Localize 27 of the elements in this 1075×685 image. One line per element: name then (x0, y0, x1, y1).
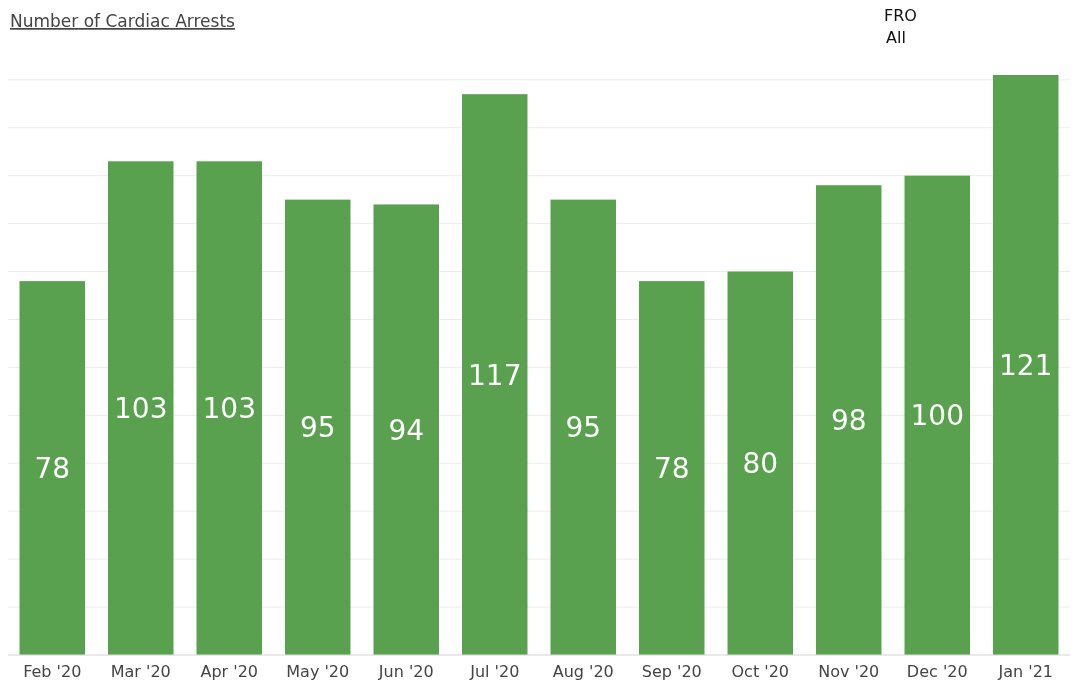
data-label: 98 (830, 404, 867, 438)
x-tick-label: Aug '20 (552, 662, 614, 681)
x-tick-label: Jan '21 (997, 662, 1054, 681)
text: FRO (884, 6, 917, 25)
x-tick-label: May '20 (286, 662, 350, 681)
data-label: 117 (468, 358, 522, 392)
data-label: 94 (388, 413, 425, 447)
data-label: 100 (910, 399, 964, 433)
x-tick-label: Sep '20 (641, 662, 702, 681)
data-label: 80 (742, 447, 779, 481)
x-tick-label: Jun '20 (377, 662, 434, 681)
text: All (886, 28, 906, 47)
x-tick-label: Dec '20 (906, 662, 968, 681)
data-label: 95 (565, 411, 602, 445)
x-tick-label: Jul '20 (469, 662, 520, 681)
x-tick-label: Apr '20 (200, 662, 259, 681)
data-label: 121 (999, 349, 1053, 382)
x-tick-label: Nov '20 (818, 662, 880, 681)
data-label: 95 (299, 411, 336, 445)
x-tick-label: Feb '20 (23, 662, 82, 681)
x-tick-label: Oct '20 (731, 662, 790, 681)
data-label: 103 (202, 392, 256, 426)
chart-title: Number of Cardiac Arrests (10, 11, 236, 31)
data-label: 78 (653, 452, 690, 486)
data-label: 103 (114, 392, 168, 426)
x-tick-label: Mar '20 (110, 662, 171, 681)
data-label: 78 (34, 452, 71, 486)
